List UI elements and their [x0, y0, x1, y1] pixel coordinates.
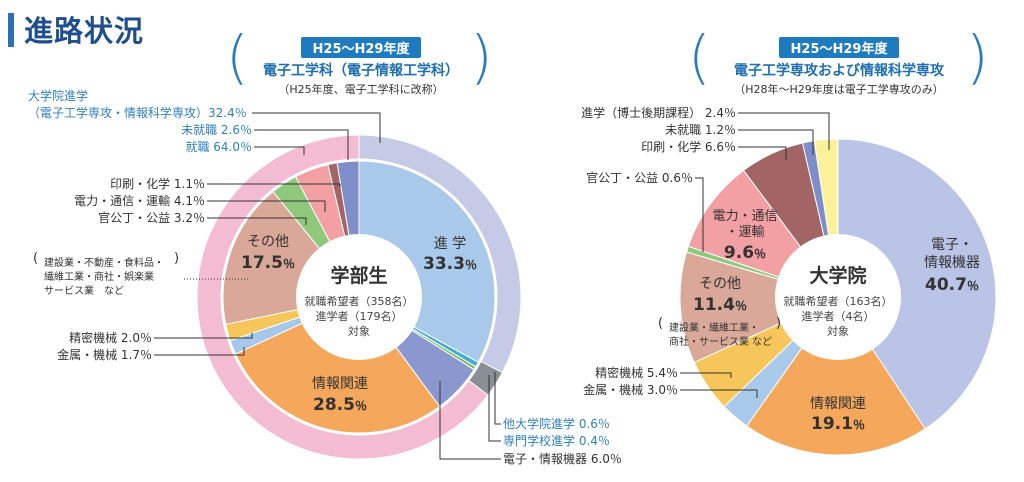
left-other-grad-leader: [494, 372, 501, 425]
right-note-paren-close: ): [776, 316, 781, 331]
left-public-leader: [207, 217, 307, 225]
left-grad-label-2: （電子工学専攻・情報科学専攻）32.4％: [28, 105, 247, 120]
right-center-title: 大学院: [809, 264, 866, 287]
left-grad-label-1: 大学院進学: [28, 88, 88, 103]
right-public-label: 官公丁・公益 0.6％: [586, 170, 693, 185]
right-other-pct: 11.4％: [693, 295, 747, 315]
left-employed-label: 就職 64.0％: [185, 140, 252, 154]
left-pie: [222, 160, 496, 434]
right-elec-label-1: 電子・: [931, 237, 973, 253]
right-center-hole: [775, 234, 901, 360]
right-center-line3: 対象: [827, 324, 849, 338]
right-info-label: 情報関連: [810, 396, 866, 412]
left-precision-leader: [154, 333, 253, 339]
right-dept-note: （H28年〜H29年度は電子工学専攻のみ）: [734, 83, 944, 96]
left-dept-note: （H25年度、電子工学科に改称）: [278, 83, 444, 96]
right-elec-label-2: 情報機器: [924, 255, 980, 271]
right-metal-label: 金属・機械 3.0％: [583, 382, 678, 397]
left-outer-ring: [196, 134, 522, 460]
right-center-line2: 進学者（4名）: [802, 309, 875, 323]
left-close-brace-icon: ): [470, 23, 493, 91]
right-close-brace-icon: ): [966, 23, 989, 91]
right-printing-leader: [738, 146, 787, 160]
right-pie-slice-情報関連: [746, 296, 926, 456]
left-center-hole: [296, 234, 422, 360]
left-grad-leader: [252, 112, 381, 143]
left-period-badge: H25〜H29年度: [300, 37, 422, 58]
right-other-note-1: 建設業・繊維工業・: [669, 321, 759, 334]
right-power-pct: 9.6％: [724, 243, 766, 263]
right-center-line1: 就職希望者（163名）: [784, 294, 893, 308]
left-employed-leader: [254, 146, 305, 155]
right-precision-label: 精密機械 5.4％: [595, 365, 678, 380]
left-electronics-label: 電子・情報機器 6.0％: [503, 451, 622, 466]
left-power-leader: [207, 200, 326, 212]
left-center-title: 学部生: [330, 264, 387, 287]
left-open-brace-icon: (: [226, 23, 249, 91]
left-unemployed-label: 未就職 2.6％: [181, 123, 252, 137]
left-precision-label: 精密機械 2.0％: [69, 330, 152, 345]
left-outer-slice-就職: [196, 134, 489, 460]
right-public-leader: [695, 177, 704, 252]
right-unemployed-label: 未就職 1.2％: [665, 123, 736, 137]
left-info-pct: 28.5％: [313, 395, 367, 415]
left-metal-label: 金属・機械 1.7％: [57, 347, 152, 362]
right-info-pct: 19.1％: [811, 414, 865, 434]
right-printing-label: 印刷・化学 6.6％: [641, 139, 736, 154]
left-power-label: 電力・通信・運輸 4.1％: [74, 193, 205, 208]
right-header: H25〜H29年度 電子工学専攻および情報科学専攻 （H28年〜H29年度は電子…: [706, 37, 972, 97]
left-other-note-2: 繊維工業・商社・娯楽業: [44, 270, 154, 283]
right-other-note-2: 商社・サービス業 など: [669, 335, 772, 348]
right-doctor-label: 進学（博士後期課程） 2.4％: [581, 105, 736, 120]
left-vocational-leader: [488, 375, 501, 442]
left-dept-title: 電子工学科（電子情報工学科）: [263, 63, 459, 79]
right-note-paren-open: (: [658, 316, 663, 331]
page-title: 進路状況: [24, 14, 145, 48]
left-printing-leader: [207, 183, 341, 187]
left-other-grad-label: 他大学院進学 0.6％: [503, 416, 610, 431]
left-other-note-3: サービス業 など: [44, 284, 124, 297]
right-period-badge: H25〜H29年度: [778, 37, 900, 58]
left-pie-slice-情報関連: [234, 296, 441, 434]
title-accent-bar: [8, 13, 14, 47]
left-note-paren-open: (: [33, 251, 38, 266]
left-vocational-label: 専門学校進学 0.4％: [503, 433, 610, 448]
right-other-label: その他: [699, 276, 741, 292]
left-other-label: その他: [247, 234, 289, 250]
left-header: H25〜H29年度 電子工学科（電子情報工学科） （H25年度、電子工学科に改称…: [246, 37, 476, 97]
right-elec-pct: 40.7％: [925, 275, 979, 295]
left-other-pct: 17.5％: [241, 253, 295, 273]
right-dept-title: 電子工学専攻および情報科学専攻: [734, 63, 944, 79]
right-open-brace-icon: (: [688, 23, 711, 91]
right-precision-leader: [680, 372, 732, 378]
left-advance-pct: 33.3％: [423, 254, 477, 274]
left-advance-label: 進 学: [434, 236, 466, 252]
left-metal-leader: [154, 347, 245, 356]
right-doctor-leader: [738, 112, 830, 150]
left-note-paren-close: ): [174, 251, 179, 266]
right-power-label-1: 電力・通信: [712, 209, 777, 224]
left-center-line2: 進学者（179名）: [316, 309, 403, 323]
right-unemployed-leader: [738, 129, 814, 155]
right-metal-leader: [680, 389, 758, 398]
left-public-label: 官公丁・公益 3.2％: [98, 210, 205, 225]
left-unemployed-leader: [254, 129, 349, 160]
right-pie-slice-その他: [679, 251, 840, 364]
left-other-note-1: 建設業・不動産・食料品・: [44, 256, 164, 269]
right-power-label-2: ・運輸: [725, 225, 764, 240]
left-printing-label: 印刷・化学 1.1％: [110, 176, 205, 191]
left-info-label: 情報関連: [312, 376, 368, 392]
left-center-line1: 就職希望者（358名）: [305, 294, 414, 308]
left-electronics-leader: [439, 381, 501, 460]
left-center-line3: 対象: [348, 324, 370, 338]
